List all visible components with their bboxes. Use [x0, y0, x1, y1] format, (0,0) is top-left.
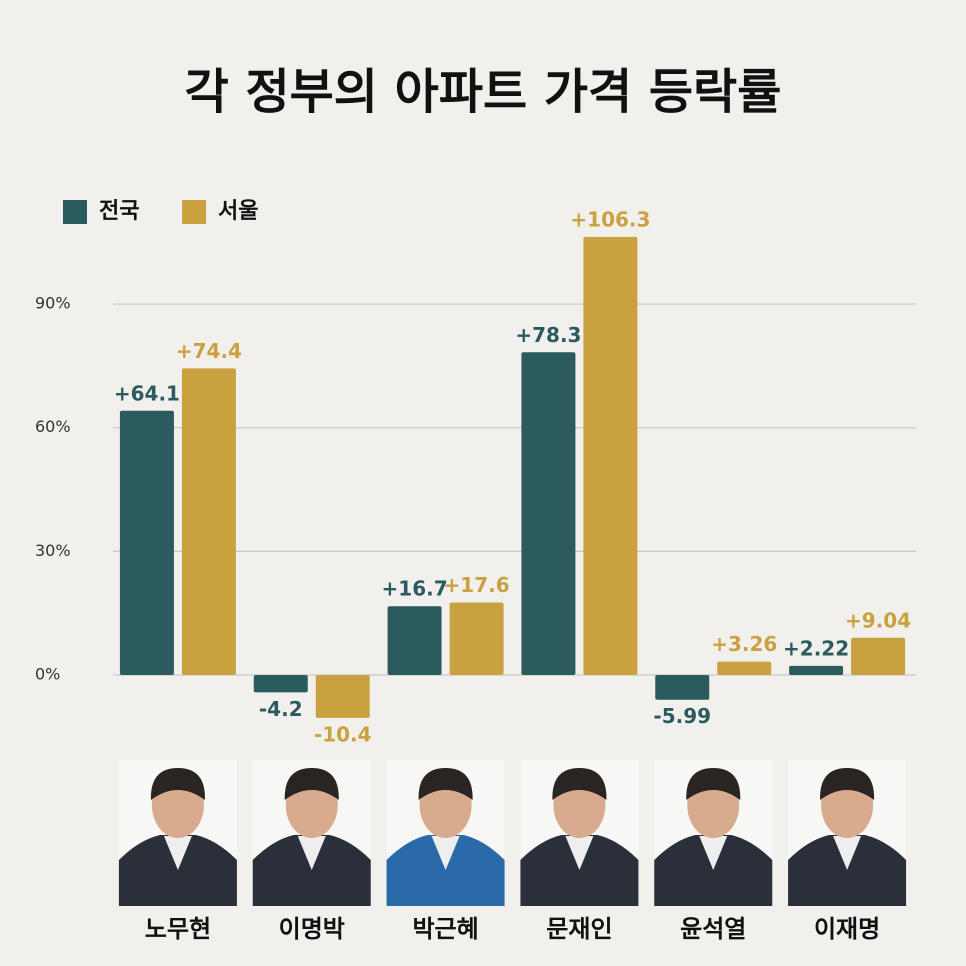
- portrait-hair: [150, 768, 205, 800]
- value-label: +2.22: [783, 636, 849, 660]
- portrait: [520, 760, 639, 906]
- portrait-suit: [386, 835, 505, 906]
- portrait-hair: [686, 768, 741, 800]
- bar: [449, 602, 504, 676]
- chart-title: 각 정부의 아파트 가격 등락률: [185, 64, 782, 120]
- value-label: -5.99: [653, 704, 711, 728]
- portrait-suit: [118, 835, 237, 906]
- value-label: -4.2: [259, 697, 303, 721]
- category-label: 박근혜: [412, 915, 478, 943]
- legend-swatch: [63, 200, 87, 224]
- portrait-shirt: [431, 836, 460, 870]
- value-label: +78.3: [515, 323, 581, 347]
- portrait-hair: [284, 768, 339, 800]
- bar: [181, 368, 236, 676]
- category-label: 이재명: [814, 915, 880, 943]
- category-label: 문재인: [546, 915, 612, 943]
- portrait-suit: [654, 835, 773, 906]
- value-label: -10.4: [314, 722, 372, 746]
- portrait-shirt: [297, 836, 326, 870]
- portrait-suit: [788, 835, 907, 906]
- value-label: +74.4: [176, 339, 242, 363]
- bar: [851, 637, 906, 676]
- portrait: [252, 760, 371, 906]
- portrait: [118, 760, 237, 906]
- portrait: [386, 760, 505, 906]
- y-tick-label: 60%: [35, 417, 71, 436]
- bar: [119, 410, 174, 676]
- value-label: +106.3: [570, 207, 650, 231]
- category-label: 윤석열: [680, 915, 746, 943]
- legend-label: 서울: [218, 199, 258, 224]
- portrait: [788, 760, 907, 906]
- portrait-shirt: [163, 836, 192, 870]
- bar: [253, 675, 308, 693]
- bar: [315, 675, 370, 718]
- legend-swatch: [182, 200, 206, 224]
- legend-label: 전국: [99, 199, 139, 224]
- bar: [655, 675, 710, 700]
- portrait-hair: [820, 768, 875, 800]
- bar: [521, 352, 576, 676]
- category-label: 이명박: [279, 915, 345, 943]
- bar: [387, 606, 442, 676]
- value-label: +3.26: [711, 632, 777, 656]
- portrait-shirt: [833, 836, 862, 870]
- y-tick-label: 90%: [35, 294, 71, 313]
- value-label: +16.7: [382, 577, 448, 601]
- bar: [717, 661, 772, 676]
- portrait-hair: [418, 768, 473, 800]
- portrait-suit: [252, 835, 371, 906]
- portrait-shirt: [699, 836, 728, 870]
- value-label: +17.6: [444, 573, 510, 597]
- portrait: [654, 760, 773, 906]
- bar: [583, 236, 638, 676]
- y-tick-label: 0%: [35, 665, 60, 684]
- y-tick-label: 30%: [35, 541, 71, 560]
- category-label: 노무현: [145, 915, 211, 943]
- portrait-hair: [552, 768, 607, 800]
- value-label: +9.04: [845, 608, 911, 632]
- portrait-shirt: [565, 836, 594, 870]
- portrait-suit: [520, 835, 639, 906]
- bar: [789, 665, 844, 676]
- value-label: +64.1: [114, 381, 180, 405]
